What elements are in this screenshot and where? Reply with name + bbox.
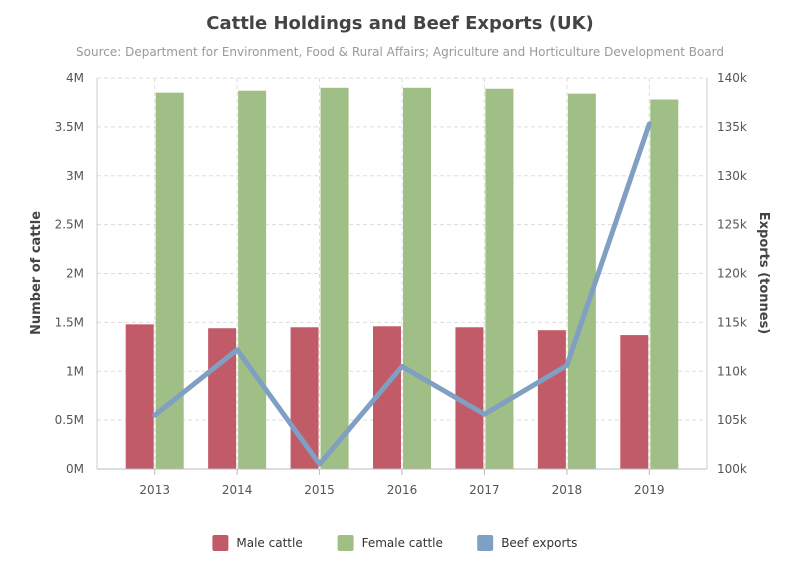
bar-female-cattle-2016[interactable] bbox=[403, 87, 431, 470]
y-axis-right-title: Exports (tonnes) bbox=[756, 212, 771, 334]
y-right-tick-label: 100k bbox=[717, 462, 747, 476]
legend: Male cattle Female cattle Beef exports bbox=[212, 535, 577, 551]
y-left-tick-label: 1M bbox=[66, 364, 84, 378]
y-left-tick-label: 0.5M bbox=[55, 413, 84, 427]
legend-item-male-cattle[interactable]: Male cattle bbox=[212, 535, 303, 551]
y-right-tick-label: 135k bbox=[717, 120, 747, 134]
y-left-tick-label: 2M bbox=[66, 267, 84, 281]
legend-label: Male cattle bbox=[236, 536, 302, 550]
bar-female-cattle-2015[interactable] bbox=[320, 87, 349, 470]
legend-label: Beef exports bbox=[501, 536, 577, 550]
y-left-tick-label: 3.5M bbox=[55, 120, 84, 134]
y-right-tick-label: 125k bbox=[717, 218, 747, 232]
x-tick-label: 2016 bbox=[387, 483, 418, 497]
bar-male-cattle-2015[interactable] bbox=[290, 327, 319, 469]
y-right-tick-label: 115k bbox=[717, 315, 747, 329]
y-left-tick-label: 1.5M bbox=[55, 315, 84, 329]
legend-item-beef-exports[interactable]: Beef exports bbox=[477, 535, 577, 551]
line-series bbox=[152, 121, 652, 467]
y-left-tick-label: 0M bbox=[66, 462, 84, 476]
x-tick-label: 2015 bbox=[304, 483, 335, 497]
x-tick-label: 2014 bbox=[222, 483, 253, 497]
bar-male-cattle-2013[interactable] bbox=[125, 324, 154, 469]
legend-swatch bbox=[212, 535, 229, 551]
y-right-tick-label: 140k bbox=[717, 71, 747, 85]
y-left-tick-label: 4M bbox=[66, 71, 84, 85]
axes: 0M 0.5M 1M 1.5M 2M 2.5M 3M 3.5M 4M 100k 105k 110k 11… bbox=[55, 71, 747, 497]
x-tick-label: 2019 bbox=[634, 483, 665, 497]
y-axis-left-title: Number of cattle bbox=[29, 211, 44, 335]
x-tick-label: 2013 bbox=[139, 483, 170, 497]
grid-lines bbox=[97, 77, 707, 469]
bar-male-cattle-2018[interactable] bbox=[537, 330, 566, 469]
line-beef-exports[interactable] bbox=[152, 121, 652, 467]
legend-item-female-cattle[interactable]: Female cattle bbox=[337, 535, 443, 551]
y-right-tick-label: 105k bbox=[717, 413, 747, 427]
chart-subtitle: Source: Department for Environment, Food… bbox=[76, 45, 724, 59]
legend-swatch bbox=[477, 535, 494, 551]
legend-label: Female cattle bbox=[362, 536, 443, 550]
y-right-tick-label: 130k bbox=[717, 169, 747, 183]
bar-female-cattle-2018[interactable] bbox=[567, 93, 596, 469]
y-right-tick-label: 110k bbox=[717, 364, 747, 378]
chart-title: Cattle Holdings and Beef Exports (UK) bbox=[206, 13, 594, 34]
y-right-tick-label: 120k bbox=[717, 267, 747, 281]
y-left-tick-label: 3M bbox=[66, 169, 84, 183]
bar-female-cattle-2014[interactable] bbox=[238, 90, 267, 470]
x-tick-label: 2018 bbox=[552, 483, 583, 497]
bar-male-cattle-2019[interactable] bbox=[620, 335, 649, 469]
bar-male-cattle-2014[interactable] bbox=[208, 328, 237, 469]
x-tick-label: 2017 bbox=[469, 483, 500, 497]
y-left-tick-label: 2.5M bbox=[55, 218, 84, 232]
legend-swatch bbox=[337, 535, 354, 551]
bar-female-cattle-2019[interactable] bbox=[650, 99, 679, 469]
